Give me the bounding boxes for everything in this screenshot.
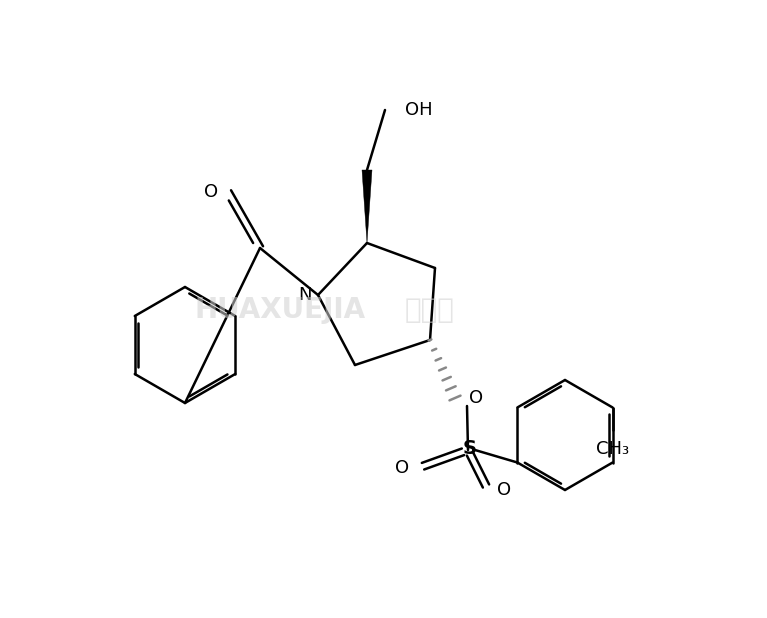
Text: HUAXUEJIA: HUAXUEJIA — [195, 296, 366, 324]
Text: O: O — [204, 183, 218, 201]
Text: OH: OH — [405, 101, 433, 119]
Text: O: O — [497, 481, 511, 499]
Text: CH₃: CH₃ — [596, 439, 629, 457]
Text: 化学加: 化学加 — [405, 296, 455, 324]
Text: S: S — [463, 439, 477, 457]
Text: N: N — [298, 286, 311, 304]
Polygon shape — [362, 170, 372, 243]
Text: O: O — [469, 389, 483, 407]
Text: O: O — [395, 459, 409, 477]
